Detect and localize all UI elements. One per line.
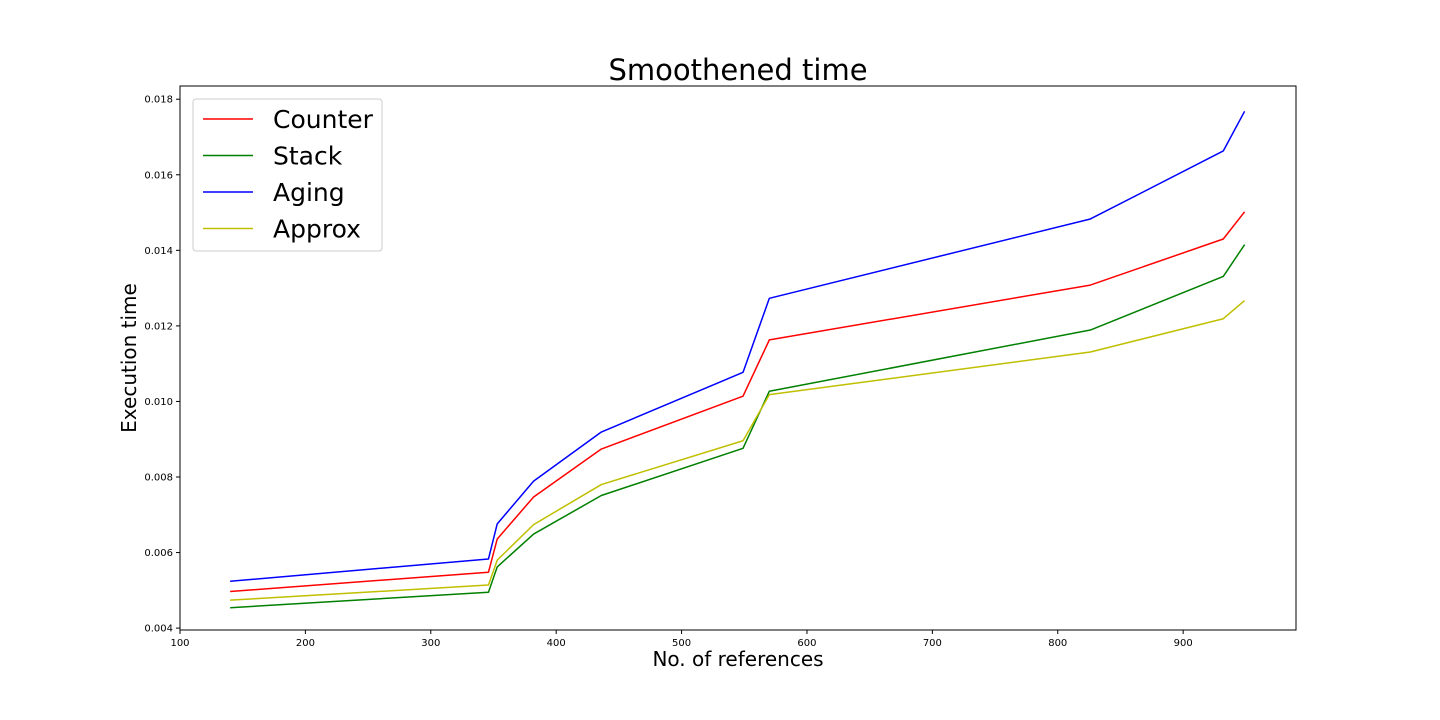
- x-tick-label: 600: [797, 638, 816, 649]
- x-tick-label: 900: [1174, 638, 1193, 649]
- legend-box: [192, 98, 383, 252]
- y-tick-label: 0.004: [144, 624, 173, 635]
- x-tick-label: 500: [672, 638, 691, 649]
- plot-frame: [179, 85, 1297, 631]
- legend-label-stack: Stack: [273, 142, 343, 171]
- x-tick-label: 200: [296, 638, 315, 649]
- y-tick-label: 0.018: [144, 95, 173, 106]
- y-tick-label: 0.012: [144, 321, 173, 332]
- legend-label-approx: Approx: [273, 215, 361, 244]
- series-line-counter: [230, 211, 1246, 593]
- x-tick-label: 700: [923, 638, 942, 649]
- series-line-aging: [230, 110, 1246, 583]
- y-tick-label: 0.010: [144, 397, 173, 408]
- legend: Counter Stack Aging Approx: [192, 98, 383, 252]
- chart-title: Smoothened time: [608, 53, 867, 87]
- x-axis: 100 200 300 400 500 600 700 800 900: [170, 630, 1193, 649]
- y-tick-label: 0.014: [144, 246, 173, 257]
- x-axis-title: No. of references: [652, 647, 823, 671]
- y-tick-label: 0.008: [144, 473, 173, 484]
- y-tick-label: 0.006: [144, 548, 173, 559]
- y-tick-label: 0.016: [144, 170, 173, 181]
- x-tick-label: 800: [1048, 638, 1067, 649]
- x-tick-label: 400: [547, 638, 566, 649]
- x-tick-label: 300: [421, 638, 440, 649]
- series-line-stack: [230, 244, 1246, 609]
- x-tick-label: 100: [170, 638, 189, 649]
- y-axis: 0.004 0.006 0.008 0.010 0.012 0.014 0.016 0.018: [144, 95, 180, 635]
- legend-label-counter: Counter: [273, 105, 374, 134]
- series-layer: [230, 110, 1246, 609]
- series-line-approx: [230, 300, 1246, 601]
- y-axis-title: Execution time: [117, 283, 141, 433]
- legend-label-aging: Aging: [273, 178, 345, 207]
